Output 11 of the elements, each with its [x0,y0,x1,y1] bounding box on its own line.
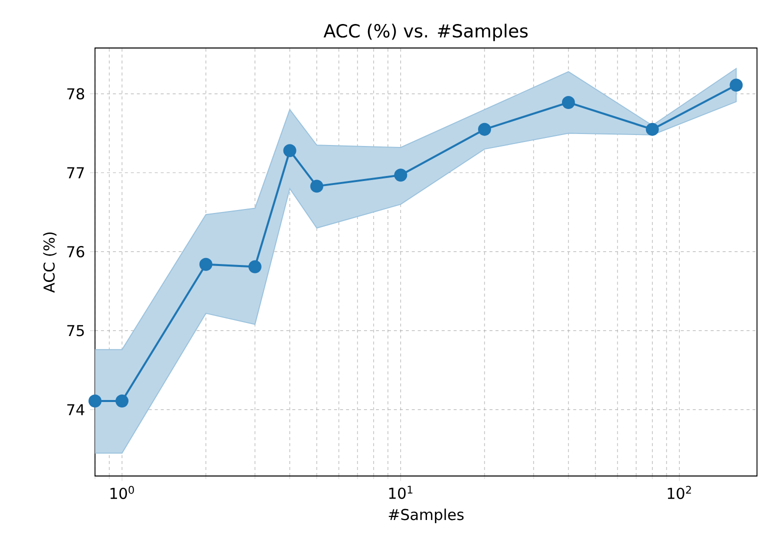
chart-title: ACC (%) vs. #Samples [324,24,528,42]
x-tick-label: 10$^{1}$ [389,486,412,499]
x-tick-label: 10$^{0}$ [110,486,134,500]
y-tick-label: 75 [67,325,84,336]
y-tick-label: 74 [67,404,84,416]
y-axis-title: ACC (%) [43,232,57,293]
x-tick-label: 10$^{2}$ [668,486,691,500]
x-axis-title: #Samples [388,508,464,524]
y-tick-label: 78 [67,88,84,100]
y-tick-label: 77 [67,167,84,178]
y-tick-label: 76 [67,246,84,258]
